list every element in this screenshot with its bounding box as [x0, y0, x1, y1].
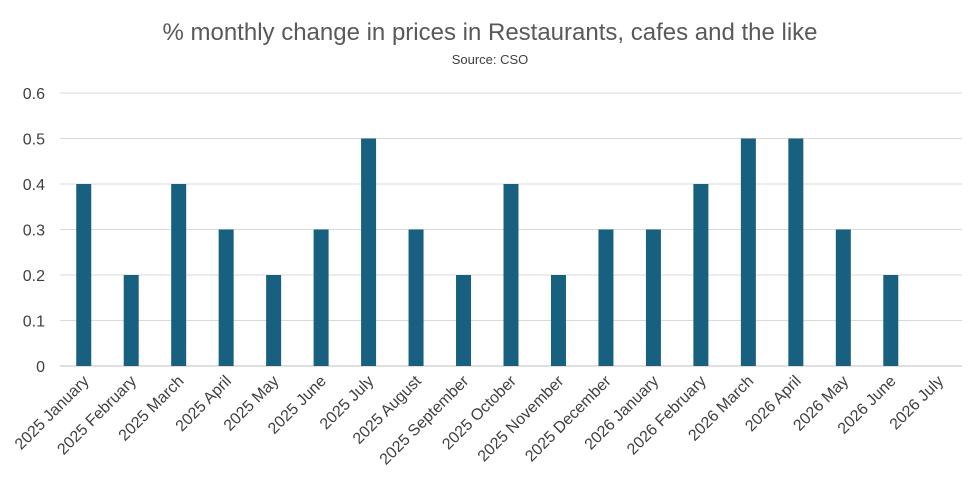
bar [408, 229, 424, 366]
chart-title: % monthly change in prices in Restaurant… [162, 19, 817, 46]
bar [123, 275, 139, 366]
bar [645, 229, 661, 366]
y-tick-label: 0.3 [23, 223, 45, 240]
bar [266, 275, 282, 366]
x-tick-label: 2025 September [377, 372, 473, 468]
bar [693, 184, 709, 366]
bar [788, 138, 804, 366]
x-tick-label: 2025 December [522, 372, 615, 465]
bar [835, 229, 851, 366]
x-tick-label: 2025 November [475, 372, 568, 465]
y-tick-label: 0.5 [23, 132, 45, 149]
y-tick-label: 0.2 [23, 268, 45, 285]
y-axis-ticks: 0 0.1 0.2 0.3 0.4 0.5 0.6 [23, 86, 45, 376]
y-tick-label: 0.1 [23, 314, 45, 331]
bar [76, 184, 92, 366]
y-tick-label: 0.4 [23, 177, 45, 194]
bar [740, 138, 756, 366]
bar [456, 275, 472, 366]
bar [313, 229, 329, 366]
bar [550, 275, 566, 366]
bar [503, 184, 519, 366]
bar [361, 138, 377, 366]
bar [883, 275, 899, 366]
bar [218, 229, 234, 366]
y-tick-label: 0.6 [23, 86, 45, 103]
bar [171, 184, 187, 366]
bars [76, 138, 899, 366]
bar [598, 229, 614, 366]
chart-subtitle: Source: CSO [452, 52, 529, 67]
y-tick-label: 0 [36, 359, 45, 376]
